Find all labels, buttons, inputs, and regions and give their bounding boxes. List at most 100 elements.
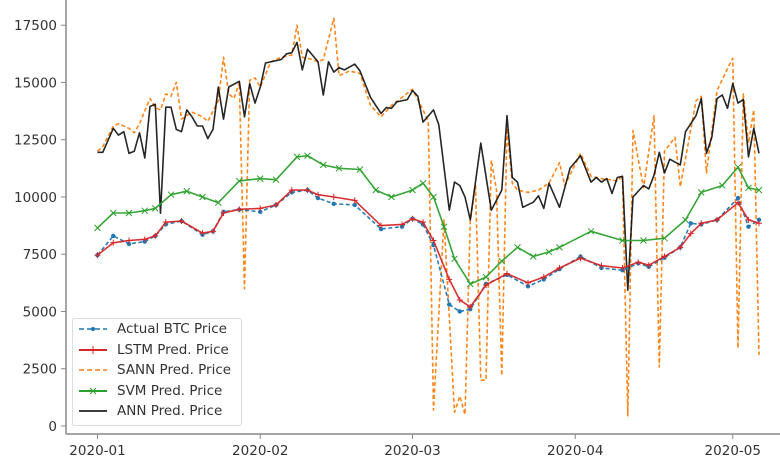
legend: Actual BTC Price LSTM Pred. Price SANN P… bbox=[72, 318, 242, 426]
axes-layer bbox=[65, 0, 780, 435]
data-point-svm bbox=[94, 224, 101, 232]
data-point-svm bbox=[734, 163, 742, 171]
data-point-svm bbox=[498, 257, 506, 265]
data-point-lstm bbox=[698, 220, 705, 227]
legend-swatch-ann bbox=[79, 410, 107, 413]
data-point-lstm bbox=[315, 191, 321, 198]
data-point-svm bbox=[256, 175, 264, 182]
data-point-svm bbox=[141, 207, 149, 215]
data-point-svm bbox=[619, 237, 626, 244]
data-point-svm bbox=[304, 152, 311, 160]
data-point-lstm bbox=[141, 236, 148, 243]
data-point-lstm bbox=[745, 216, 752, 223]
data-point-lstm bbox=[399, 221, 405, 228]
data-point-lstm bbox=[446, 276, 453, 283]
data-point-actual bbox=[258, 209, 263, 215]
data-point-lstm bbox=[540, 274, 547, 281]
series-line-sann bbox=[96, 17, 760, 417]
data-point-svm bbox=[755, 186, 763, 194]
data-point-svm bbox=[388, 193, 395, 201]
data-point-svm bbox=[356, 166, 364, 173]
data-point-actual bbox=[352, 202, 357, 208]
legend-item-ann: ANN Pred. Price bbox=[73, 401, 241, 422]
data-point-lstm bbox=[756, 220, 762, 227]
data-point-svm bbox=[167, 191, 175, 199]
y-tick-label: 17500 bbox=[14, 18, 57, 34]
series-line-actual bbox=[96, 189, 760, 313]
data-point-lstm bbox=[220, 209, 227, 216]
data-point-lstm bbox=[199, 230, 206, 237]
data-point-svm bbox=[183, 187, 191, 195]
series-svm bbox=[94, 152, 763, 288]
data-point-svm bbox=[482, 273, 490, 281]
data-point-svm bbox=[514, 243, 521, 251]
series-lstm bbox=[94, 187, 762, 310]
data-point-actual bbox=[331, 201, 336, 207]
data-point-svm bbox=[151, 205, 159, 212]
series-line-ann bbox=[97, 41, 760, 292]
data-point-svm bbox=[587, 227, 595, 235]
data-point-actual bbox=[756, 217, 762, 223]
legend-label: LSTM Pred. Price bbox=[117, 341, 229, 358]
data-point-lstm bbox=[577, 255, 584, 262]
data-point-svm bbox=[640, 237, 647, 244]
data-point-lstm bbox=[110, 239, 117, 246]
data-point-actual bbox=[126, 241, 132, 247]
data-point-svm bbox=[440, 223, 448, 231]
legend-label: SVM Pred. Price bbox=[117, 382, 223, 399]
legend-label: SANN Pred. Price bbox=[117, 362, 232, 379]
data-point-svm bbox=[556, 243, 563, 251]
legend-item-lstm: LSTM Pred. Price bbox=[73, 340, 241, 361]
data-point-lstm bbox=[661, 253, 668, 260]
data-point-lstm bbox=[430, 237, 437, 244]
data-point-lstm bbox=[635, 259, 642, 266]
data-point-lstm bbox=[162, 219, 169, 226]
data-point-actual bbox=[447, 302, 452, 307]
data-point-svm bbox=[419, 179, 427, 187]
data-point-svm bbox=[214, 199, 222, 207]
legend-label: Actual BTC Price bbox=[117, 321, 227, 338]
y-tick-label: 5000 bbox=[23, 304, 57, 320]
legend-swatch-svm bbox=[79, 387, 107, 395]
data-point-lstm bbox=[677, 244, 684, 251]
data-point-svm bbox=[372, 186, 380, 194]
y-tick-label: 15000 bbox=[14, 75, 57, 91]
data-point-svm bbox=[466, 280, 474, 288]
data-point-actual bbox=[735, 195, 741, 201]
data-point-lstm bbox=[456, 297, 463, 304]
data-point-lstm bbox=[467, 303, 474, 310]
data-point-svm bbox=[109, 209, 117, 217]
data-point-lstm bbox=[556, 264, 563, 271]
data-point-svm bbox=[293, 153, 301, 161]
data-point-actual bbox=[746, 224, 751, 229]
data-point-lstm bbox=[378, 222, 384, 229]
legend-swatch-lstm bbox=[79, 345, 107, 354]
data-point-svm bbox=[745, 184, 752, 192]
data-point-svm bbox=[335, 164, 343, 172]
x-tick-label: 2020-02 bbox=[232, 443, 288, 459]
data-point-lstm bbox=[483, 282, 489, 289]
data-point-actual bbox=[525, 284, 531, 289]
data-point-lstm bbox=[619, 264, 626, 271]
data-point-lstm bbox=[152, 232, 159, 239]
legend-item-sann: SANN Pred. Price bbox=[73, 360, 241, 381]
data-point-svm bbox=[451, 255, 458, 263]
data-point-lstm bbox=[714, 216, 720, 223]
data-point-svm bbox=[718, 182, 726, 189]
tick-layer: 0 2500 5000 7500 10000 12500 15000 17500 2020-01… bbox=[14, 18, 761, 459]
data-point-lstm bbox=[288, 187, 295, 194]
data-point-lstm bbox=[178, 218, 185, 225]
data-point-lstm bbox=[420, 219, 426, 226]
legend-label: ANN Pred. Price bbox=[117, 403, 223, 420]
data-point-lstm bbox=[126, 237, 132, 244]
series-line-svm bbox=[96, 154, 760, 285]
data-point-lstm bbox=[257, 205, 264, 212]
data-point-svm bbox=[199, 193, 206, 201]
data-point-actual bbox=[688, 221, 693, 226]
data-point-actual bbox=[457, 309, 462, 314]
legend-swatch-sann bbox=[79, 369, 107, 371]
data-point-svm bbox=[682, 216, 689, 224]
data-point-lstm bbox=[504, 270, 510, 277]
data-point-svm bbox=[545, 248, 553, 256]
